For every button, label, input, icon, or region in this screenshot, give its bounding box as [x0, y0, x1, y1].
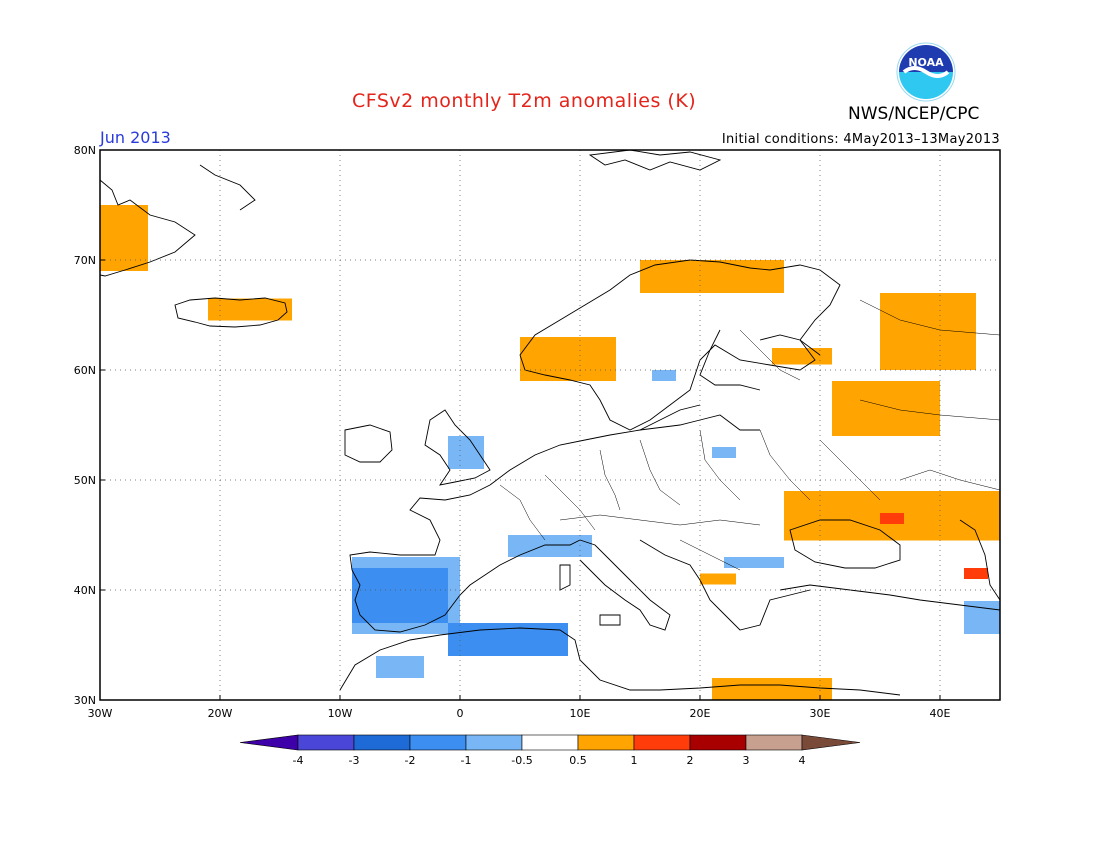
colorbar-label: -4	[293, 754, 304, 767]
colorbar-segment	[297, 734, 355, 751]
forecast-month: Jun 2013	[100, 128, 171, 147]
colorbar-label: 3	[743, 754, 750, 767]
noaa-logo: NOAA	[896, 42, 956, 102]
lat-tick-label: 80N	[74, 144, 96, 157]
anomaly-sweden-south	[652, 370, 676, 381]
lon-tick-label: 30W	[88, 707, 113, 720]
colorbar-min-arrow	[239, 734, 299, 751]
anomaly-balkans	[724, 557, 784, 568]
agency-label: NWS/NCEP/CPC	[848, 104, 980, 124]
map-frame	[99, 149, 1001, 701]
colorbar-segment	[353, 734, 411, 751]
colorbar-label: 2	[687, 754, 694, 767]
anomaly-greece	[700, 573, 736, 585]
axis-labels: 30N 40N 50N 60N 70N 80N 30W 20W 10W 0 10E 20E 30E 40E	[74, 144, 951, 720]
colorbar-max-arrow	[801, 734, 861, 751]
colorbar-label: 1	[631, 754, 638, 767]
initial-conditions: Initial conditions: 4May2013–13May2013	[721, 132, 1000, 147]
lon-tick-label: 20W	[208, 707, 233, 720]
lon-tick-label: 30E	[810, 707, 831, 720]
anomaly-russia-central	[832, 381, 940, 436]
colorbar-label: 0.5	[569, 754, 587, 767]
lat-tick-label: 60N	[74, 364, 96, 377]
anomaly-norway-west	[520, 337, 616, 381]
anomaly-layer	[100, 205, 1000, 700]
lon-tick-label: 10E	[570, 707, 591, 720]
anomaly-morocco	[376, 656, 424, 678]
colorbar-label: -3	[349, 754, 360, 767]
lon-tick-label: 20E	[690, 707, 711, 720]
lon-tick-label: 0	[457, 707, 464, 720]
coastlines	[99, 149, 1001, 696]
colorbar-segment	[577, 734, 635, 751]
lat-tick-label: 40N	[74, 584, 96, 597]
lat-tick-label: 30N	[74, 694, 96, 707]
lon-tick-label: 40E	[930, 707, 951, 720]
logo-text: NOAA	[908, 56, 944, 69]
colorbar-label: -2	[405, 754, 416, 767]
lat-tick-label: 70N	[74, 254, 96, 267]
anomaly-greenland	[100, 205, 148, 271]
colorbar-segment	[633, 734, 691, 751]
anomaly-iberia	[352, 568, 448, 623]
anomaly-scandinavia-north	[640, 260, 784, 293]
colorbar-segment	[745, 734, 803, 751]
colorbar-label: -0.5	[511, 754, 532, 767]
anomaly-libya-egypt	[712, 678, 832, 700]
anomaly-finland	[772, 348, 832, 365]
anomaly-iceland	[208, 298, 292, 321]
anomaly-alps	[508, 535, 592, 557]
colorbar: -4 -3 -2 -1 -0.5 0.5 1 2 3 4	[239, 734, 861, 767]
colorbar-segment	[689, 734, 747, 751]
anomaly-algeria	[448, 623, 568, 656]
lat-tick-label: 50N	[74, 474, 96, 487]
graticule	[100, 150, 1000, 700]
colorbar-segment	[465, 734, 523, 751]
chart-title: CFSv2 monthly T2m anomalies (K)	[352, 90, 697, 112]
colorbar-label: 4	[799, 754, 806, 767]
colorbar-label: -1	[461, 754, 472, 767]
anomaly-caspian	[964, 568, 988, 579]
colorbar-segment	[409, 734, 467, 751]
anomaly-caucasus	[880, 513, 904, 524]
country-borders	[499, 299, 1001, 571]
lon-tick-label: 10W	[328, 707, 353, 720]
anomaly-baltic	[712, 447, 736, 458]
anomaly-russia-north	[880, 293, 976, 370]
colorbar-segment	[521, 734, 579, 751]
